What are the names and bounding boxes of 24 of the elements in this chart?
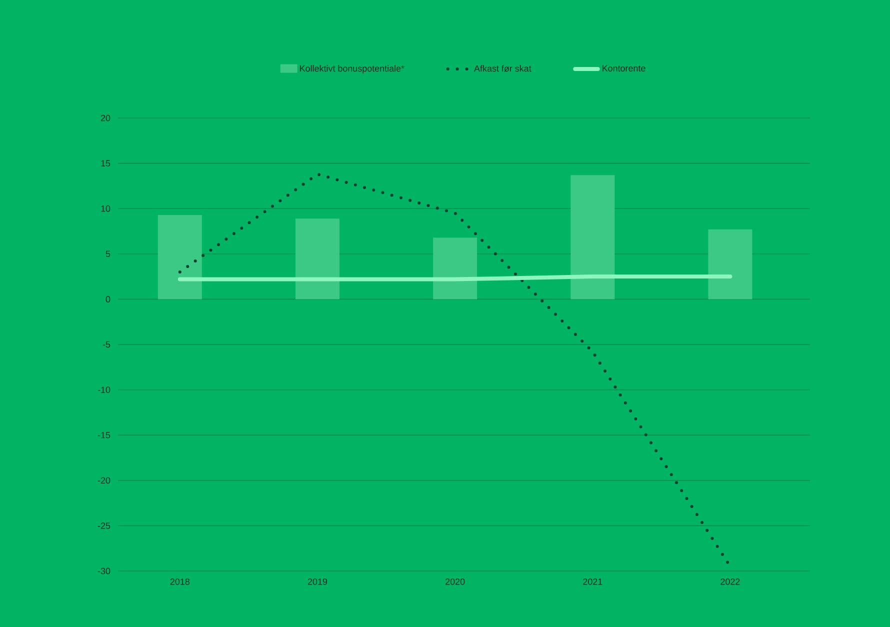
y-tick-label: -25 — [98, 522, 110, 529]
bar — [570, 175, 615, 300]
x-tick-label: 2022 — [720, 578, 740, 585]
bar — [433, 238, 478, 300]
y-tick-label: 10 — [101, 205, 110, 212]
x-tick-label: 2018 — [170, 578, 190, 585]
legend-label: Afkast før skat — [474, 65, 532, 72]
y-tick-label: 20 — [100, 114, 110, 122]
y-tick-label: -20 — [98, 477, 110, 484]
y-tick-label: -15 — [98, 432, 110, 438]
y-tick-label: 15 — [101, 160, 110, 166]
legend-label: Kontorente — [602, 65, 646, 72]
x-tick-label: 2019 — [308, 578, 328, 585]
y-tick-label: -30 — [98, 568, 110, 574]
y-tick-label: 5 — [106, 250, 110, 258]
y-tick-label: 0 — [106, 296, 110, 302]
bar — [158, 214, 202, 300]
x-tick-label: 2020 — [446, 578, 465, 585]
bar — [708, 229, 752, 300]
y-tick-label: -5 — [102, 341, 110, 348]
bar — [295, 218, 340, 300]
x-tick-label: 2021 — [583, 578, 602, 585]
y-tick-label: -10 — [98, 386, 110, 393]
legend-label: Kollektivt bonuspotentiale* — [300, 65, 404, 74]
